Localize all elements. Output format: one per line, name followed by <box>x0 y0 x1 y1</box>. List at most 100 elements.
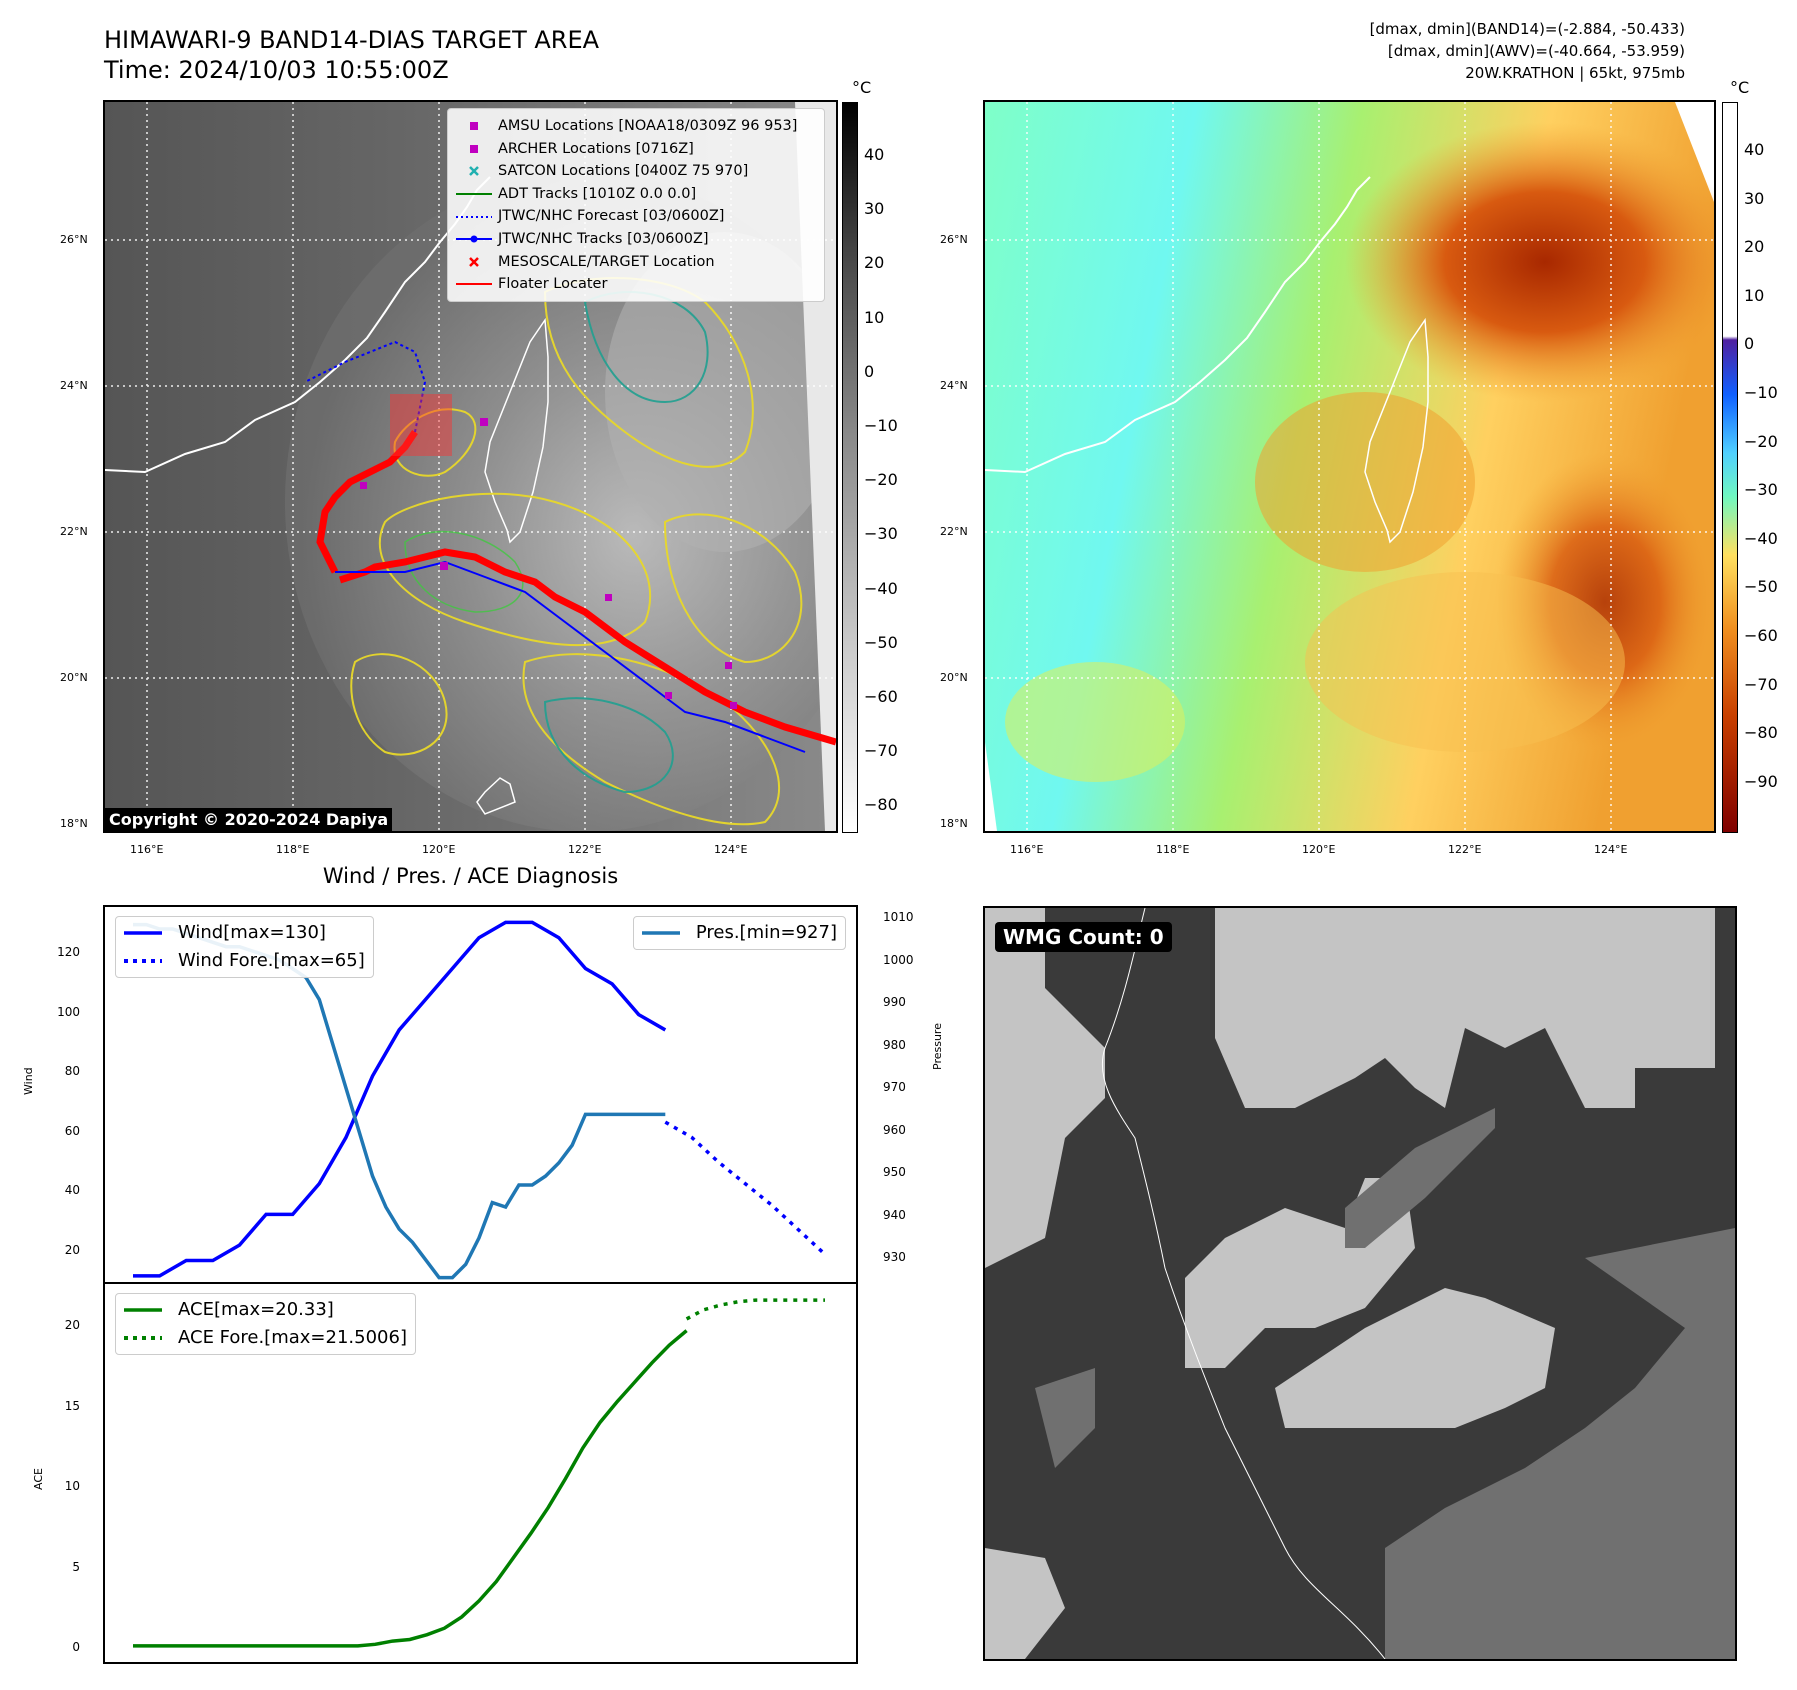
x-marker-icon <box>456 256 492 268</box>
wind-tick: 20 <box>64 1242 80 1257</box>
ace-fore-series-line <box>685 1298 825 1321</box>
lat-tick: 22°N <box>60 525 88 538</box>
lat-tick: 18°N <box>60 817 88 830</box>
wind-pres-plot: Wind[max=130] Wind Fore.[max=65] Pres.[m… <box>103 905 858 1284</box>
lat-tick: 22°N <box>940 525 968 538</box>
awv-colorbar <box>1722 102 1738 833</box>
legend-amsu: AMSU Locations [NOAA18/0309Z 96 953] <box>456 115 816 138</box>
solid-line-icon <box>456 191 492 197</box>
colorbar-tick: −80 <box>1744 723 1778 743</box>
lat-tick: 26°N <box>940 233 968 246</box>
wind-series-line <box>133 920 667 1278</box>
wind-legend: Wind[max=130] Wind Fore.[max=65] <box>115 916 374 978</box>
square-marker-icon <box>456 144 492 154</box>
info-band14-range: [dmax, dmin](BAND14)=(-2.884, -50.433) <box>1369 20 1685 38</box>
colorbar-tick: 40 <box>1744 140 1765 159</box>
colorbar-tick: 30 <box>1744 188 1765 208</box>
pres-tick: 960 <box>883 1122 906 1137</box>
ir-colorbar-unit: °C <box>852 78 872 97</box>
legend-archer: ARCHER Locations [0716Z] <box>456 138 816 161</box>
ace-tick: 20 <box>64 1318 80 1332</box>
colorbar-tick: −80 <box>864 795 898 815</box>
ace-axis-label: ACE <box>32 1468 45 1490</box>
lat-tick: 24°N <box>940 379 968 392</box>
ace-canvas <box>133 1298 825 1648</box>
legend-wind-fore: Wind Fore.[max=65] <box>124 947 365 975</box>
colorbar-tick: −50 <box>864 632 898 652</box>
colorbar-tick: 20 <box>1744 237 1765 257</box>
pres-tick: 1010 <box>883 910 914 924</box>
lat-tick: 24°N <box>60 379 88 392</box>
ir-map-panel: Copyright © 2020-2024 Dapiya AMSU Locati… <box>103 100 838 833</box>
legend-wind: Wind[max=130] <box>124 919 365 947</box>
wind-tick: 60 <box>64 1123 80 1138</box>
solid-line-icon <box>124 1307 162 1313</box>
pres-axis-label: Pressure <box>931 1023 944 1070</box>
pres-tick: 940 <box>883 1207 906 1222</box>
solid-line-icon <box>456 281 492 287</box>
lon-tick: 116°E <box>1010 843 1044 856</box>
colorbar-tick: 30 <box>864 199 885 219</box>
lat-tick: 20°N <box>940 671 968 684</box>
colorbar-tick: −60 <box>864 687 898 706</box>
colorbar-tick: −90 <box>1744 771 1778 791</box>
wmg-panel: WMG Count: 0 <box>983 906 1737 1661</box>
colorbar-tick: 20 <box>864 253 885 273</box>
wind-axis-label: Wind <box>22 1067 35 1095</box>
wind-tick: 120 <box>57 945 80 959</box>
colorbar-tick: −70 <box>864 741 898 761</box>
solid-line-icon <box>641 930 680 936</box>
colorbar-tick: −50 <box>1744 577 1778 597</box>
colorbar-tick: −60 <box>1744 626 1778 645</box>
ace-tick: 5 <box>72 1559 80 1574</box>
wind-tick: 100 <box>57 1004 80 1019</box>
colorbar-tick: −40 <box>864 578 898 598</box>
colorbar-tick: −10 <box>864 416 898 435</box>
colorbar-tick: −20 <box>1744 431 1778 451</box>
dotted-line-icon <box>124 1335 162 1341</box>
square-marker-icon <box>456 121 492 131</box>
lon-tick: 124°E <box>714 843 748 856</box>
figure-title: HIMAWARI-9 BAND14-DIAS TARGET AREA <box>104 26 600 54</box>
awv-map-canvas <box>985 102 1714 831</box>
legend-ace-fore: ACE Fore.[max=21.5006] <box>124 1324 407 1352</box>
legend-mesoscale: MESOSCALE/TARGET Location <box>456 251 816 274</box>
lon-tick: 120°E <box>422 843 456 856</box>
wmg-count-badge: WMG Count: 0 <box>995 922 1172 952</box>
colorbar-tick: 0 <box>864 361 875 381</box>
lon-tick: 116°E <box>130 843 164 856</box>
lon-tick: 118°E <box>276 843 310 856</box>
figure-time: Time: 2024/10/03 10:55:00Z <box>104 56 449 84</box>
info-storm-id: 20W.KRATHON | 65kt, 975mb <box>1465 64 1685 82</box>
pres-legend: Pres.[min=927] <box>632 916 846 950</box>
ace-plot: ACE[max=20.33] ACE Fore.[max=21.5006] <box>103 1282 858 1664</box>
awv-colorbar-unit: °C <box>1730 78 1750 97</box>
ace-series-line <box>133 1329 688 1648</box>
legend-ace: ACE[max=20.33] <box>124 1296 407 1324</box>
colorbar-tick: −30 <box>1744 480 1778 500</box>
colorbar-tick: −40 <box>1744 528 1778 548</box>
diagnosis-title: Wind / Pres. / ACE Diagnosis <box>322 864 619 888</box>
colorbar-tick: −20 <box>864 470 898 490</box>
pres-tick: 990 <box>883 995 906 1009</box>
ace-tick: 10 <box>64 1479 80 1493</box>
wind-fore-series-line <box>664 1120 827 1256</box>
lat-tick: 20°N <box>60 671 88 684</box>
colorbar-tick: 10 <box>1744 285 1765 305</box>
mesoscale-target-box <box>390 394 452 456</box>
colorbar-tick: −10 <box>1744 383 1778 402</box>
ace-tick: 15 <box>64 1398 80 1413</box>
ace-tick: 0 <box>72 1640 80 1654</box>
lat-tick: 26°N <box>60 233 88 246</box>
pres-tick: 970 <box>883 1080 906 1094</box>
wind-tick: 80 <box>64 1064 80 1078</box>
dotted-line-icon <box>124 958 162 964</box>
lon-tick: 118°E <box>1156 843 1190 856</box>
legend-adt: ADT Tracks [1010Z 0.0 0.0] <box>456 183 816 206</box>
colorbar-tick: −30 <box>864 524 898 544</box>
colorbar-tick: 0 <box>1744 334 1755 354</box>
pres-tick: 1000 <box>883 952 914 967</box>
pres-tick: 930 <box>883 1250 906 1264</box>
colorbar-tick: −70 <box>1744 674 1778 694</box>
solid-line-icon <box>124 930 162 936</box>
